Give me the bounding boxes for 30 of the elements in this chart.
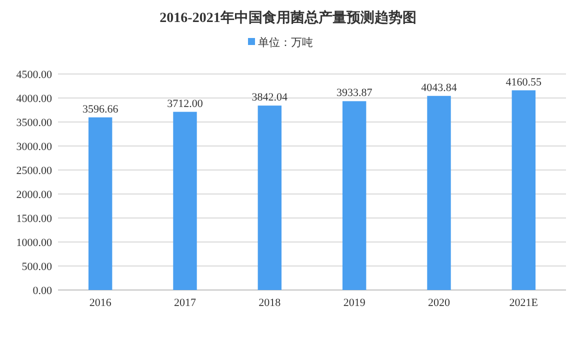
y-tick-label: 4000.00: [16, 93, 52, 105]
x-tick-label: 2018: [258, 297, 282, 309]
chart-title: 2016-2021年中国食用菌总产量预测趋势图: [160, 9, 416, 26]
data-label: 4043.84: [421, 82, 458, 94]
x-tick-label: 2019: [343, 297, 366, 309]
y-tick-label: 1000.00: [16, 237, 52, 249]
x-tick-label: 2020: [428, 297, 450, 309]
bar: [173, 112, 197, 290]
data-label: 3933.87: [336, 87, 373, 100]
x-tick-label: 2017: [174, 297, 196, 309]
y-tick-label: 3500.00: [16, 117, 52, 129]
bar: [88, 117, 112, 290]
y-tick-label: 1500.00: [16, 213, 52, 225]
y-tick-label: 2500.00: [16, 165, 52, 177]
y-tick-label: 0.00: [32, 285, 52, 297]
y-tick-label: 2000.00: [16, 189, 52, 201]
data-label: 4160.55: [506, 76, 542, 88]
data-label: 3596.66: [82, 103, 119, 116]
legend-label: 单位：万吨: [258, 36, 313, 49]
bar: [342, 101, 366, 290]
bar: [427, 96, 451, 290]
data-label: 3842.04: [252, 92, 288, 104]
x-tick-label: 2016: [89, 297, 112, 309]
y-tick-label: 4500.00: [16, 69, 52, 81]
y-tick-label: 3000.00: [16, 141, 52, 153]
bar: [512, 90, 536, 290]
data-label: 3712.00: [167, 98, 204, 110]
x-tick-label: 2021E: [509, 297, 538, 309]
y-tick-label: 500.00: [22, 261, 52, 273]
bar: [258, 106, 282, 290]
